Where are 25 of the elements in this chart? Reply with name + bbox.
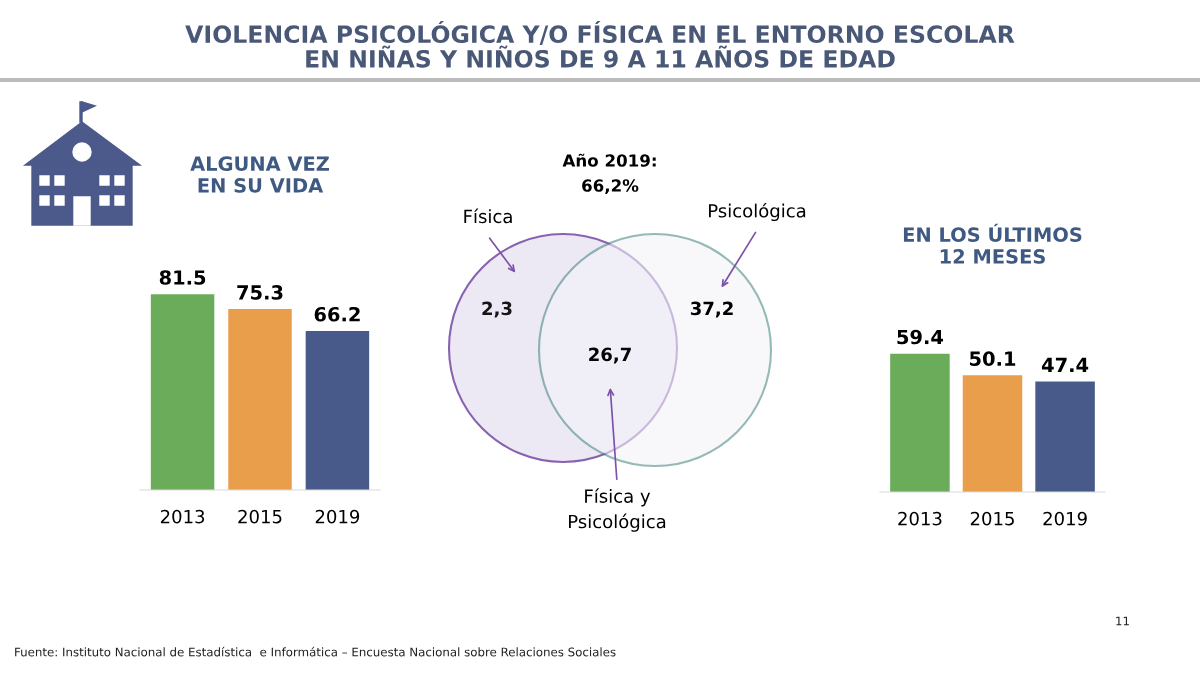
category-label: Psicológica [709, 202, 806, 222]
data-label: 37,2 [690, 301, 733, 318]
x-tick-label: 2015 [970, 511, 1014, 526]
text: Año 2019: [562, 153, 656, 167]
category-label: Física y Psicológica [569, 488, 666, 532]
data-label: 75.3 [237, 285, 283, 300]
category-label: Física [464, 208, 512, 224]
chart-title: ALGUNA VEZ EN SU VIDA [190, 156, 329, 193]
x-tick-label: 2019 [1043, 511, 1087, 526]
chart-title: EN LOS ÚLTIMOS 12 MESES [903, 223, 1082, 264]
x-tick-label: 2013 [160, 509, 205, 524]
text: VIOLENCIA PSICOLÓGICA Y/O FÍSICA EN EL ENTORNO ESCOLAR EN NIÑAS Y NIÑOS DE 9 A 11 AÑOS DE EDAD [185, 20, 1015, 68]
data-label: 26,7 [589, 347, 631, 364]
x-tick-label: 2013 [898, 511, 942, 526]
x-tick-label: 2015 [238, 509, 282, 524]
data-label: 47.4 [1041, 357, 1089, 373]
data-label: 2,3 [482, 301, 512, 318]
text: 11 [1116, 616, 1129, 626]
data-label: 50.1 [970, 351, 1016, 366]
data-label: 59.4 [897, 329, 944, 345]
text: 66,2% [582, 179, 639, 194]
data-label: 81.5 [159, 270, 206, 285]
x-tick-label: 2019 [315, 509, 360, 524]
source-note: Fuente: Instituto Nacional de Estadística e Informática – Encuesta Nacional sobre Relaciones Sociales [15, 646, 616, 657]
data-label: 66.2 [314, 306, 360, 322]
